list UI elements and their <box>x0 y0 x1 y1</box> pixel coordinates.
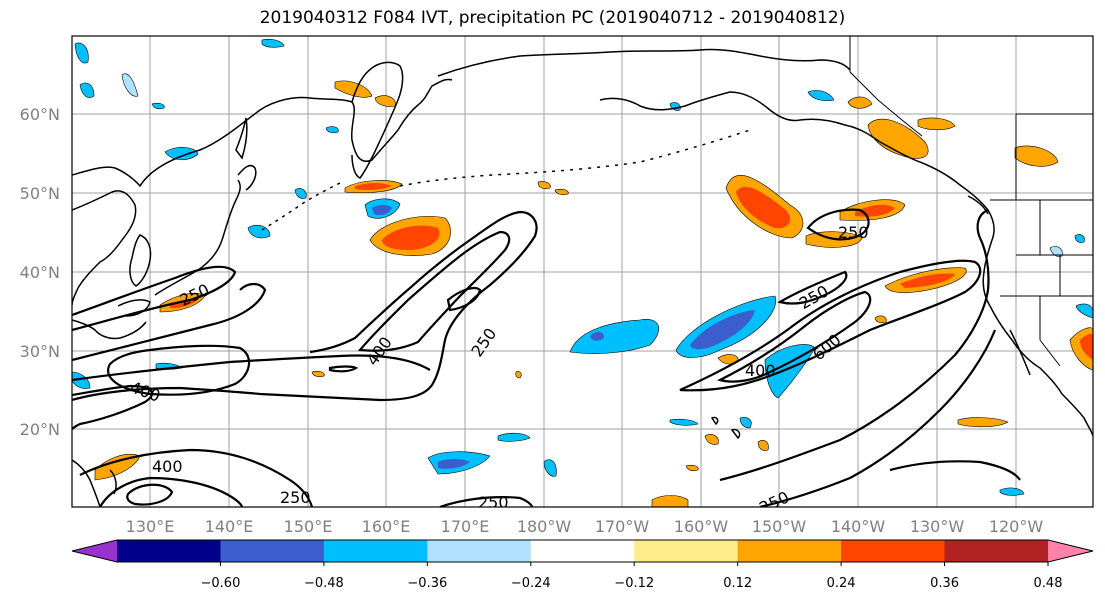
lat-label: 60°N <box>20 105 60 124</box>
map-title: 2019040312 F084 IVT, precipitation PC (2… <box>259 8 846 28</box>
colorbar-segment <box>634 540 739 562</box>
lon-label: 150°E <box>284 517 333 536</box>
colorbar-segment <box>530 540 635 562</box>
colorbar-tick-label: −0.36 <box>407 576 447 591</box>
precip-negative-areas <box>72 38 1093 496</box>
lon-label: 130°W <box>910 517 965 536</box>
colorbar-segment <box>323 540 428 562</box>
map-frame <box>71 35 1094 508</box>
colorbar-tick-label: 0.36 <box>930 576 959 591</box>
colorbar-extend-high <box>1048 540 1093 562</box>
contour-label: 400 <box>745 361 776 380</box>
colorbar-tick-label: −0.12 <box>614 576 654 591</box>
contour-label: 250 <box>478 493 509 512</box>
lon-label: 130°E <box>126 517 175 536</box>
lat-label: 30°N <box>20 342 60 361</box>
colorbar-tick-label: −0.24 <box>511 576 551 591</box>
colorbar-tick-label: 0.12 <box>723 576 752 591</box>
lat-label: 40°N <box>20 263 60 282</box>
lat-label: 20°N <box>20 420 60 439</box>
colorbar-tick-label: −0.60 <box>201 576 241 591</box>
contour-label: 250 <box>838 223 869 242</box>
colorbar-segment <box>841 540 946 562</box>
lon-label: 120°W <box>989 517 1044 536</box>
lon-label: 160°E <box>362 517 411 536</box>
colorbar-segment <box>737 540 842 562</box>
lon-label: 160°W <box>674 517 729 536</box>
lon-label: 180°W <box>517 517 572 536</box>
latitude-labels: 60°N 50°N 40°N 30°N 20°N <box>20 105 60 439</box>
lat-label: 50°N <box>20 184 60 203</box>
colorbar: −0.60 −0.48 −0.36 −0.24 −0.12 0.12 0.24 0.36 0.4… <box>71 539 1094 591</box>
precip-positive-areas <box>94 80 1093 507</box>
contour-label: 250 <box>280 488 311 507</box>
lon-label: 170°W <box>595 517 650 536</box>
contour-label: 400 <box>152 457 183 476</box>
colorbar-extend-low <box>72 540 117 562</box>
lon-label: 150°W <box>752 517 807 536</box>
graticule <box>72 36 1093 507</box>
lon-label: 140°E <box>205 517 254 536</box>
colorbar-tick-label: 0.48 <box>1034 576 1063 591</box>
lon-label: 170°E <box>441 517 490 536</box>
coastlines <box>72 48 1093 507</box>
longitude-labels: 130°E 140°E 150°E 160°E 170°E 180°W 170°… <box>126 517 1044 536</box>
colorbar-segment <box>944 540 1049 562</box>
colorbar-segment <box>427 540 532 562</box>
colorbar-segment <box>117 540 221 562</box>
ivt-contours <box>72 208 1021 507</box>
colorbar-tick-label: −0.48 <box>304 576 344 591</box>
lon-label: 140°W <box>831 517 886 536</box>
colorbar-segment <box>220 540 325 562</box>
borders <box>849 36 1093 367</box>
colorbar-tick-label: 0.24 <box>827 576 856 591</box>
